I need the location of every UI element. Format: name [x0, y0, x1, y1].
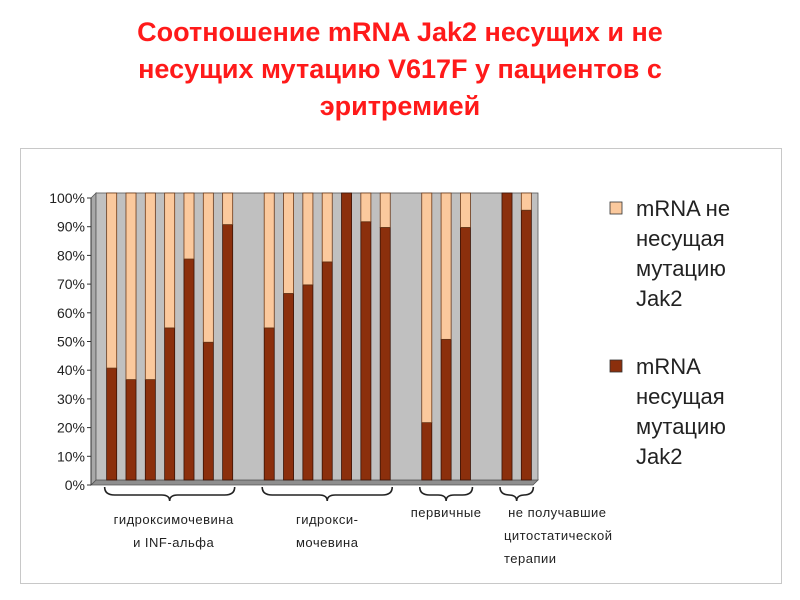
plot-floor	[90, 479, 539, 486]
bar-carrier	[302, 284, 314, 481]
legend-label: Jak2	[636, 444, 682, 469]
bar-non-carrier	[202, 192, 214, 343]
legend-label: несущая	[636, 226, 725, 251]
bar-non-carrier	[183, 192, 195, 260]
y-tick-label: 70%	[57, 276, 85, 292]
y-tick-label: 30%	[57, 391, 85, 407]
bar-non-carrier	[520, 192, 532, 211]
bar-non-carrier	[263, 192, 275, 329]
group-bracket	[261, 486, 394, 502]
bar-carrier	[501, 192, 513, 481]
legend-swatch-non-carrier	[609, 201, 623, 215]
bar-carrier	[379, 227, 391, 481]
y-tick-label: 0%	[65, 477, 85, 493]
bar-non-carrier	[321, 192, 333, 263]
bar-carrier	[360, 221, 372, 481]
plot-area	[95, 192, 539, 481]
group-label: гидрокси-	[296, 512, 358, 527]
bar-carrier	[421, 422, 433, 481]
bar-carrier	[341, 192, 352, 481]
bar-carrier	[321, 261, 333, 481]
bar-carrier	[520, 209, 532, 481]
legend-label: Jak2	[636, 286, 682, 311]
bar-carrier	[440, 338, 452, 481]
legend-label: мутацию	[636, 256, 726, 281]
y-tick-label: 40%	[57, 362, 85, 378]
bar-non-carrier	[125, 192, 137, 380]
y-tick-label: 90%	[57, 219, 85, 235]
bar-carrier	[222, 224, 234, 481]
y-tick-label: 80%	[57, 247, 85, 263]
legend-swatch-carrier	[609, 359, 623, 373]
bar-non-carrier	[302, 192, 314, 286]
group-label: цитостатической	[504, 528, 613, 543]
bar-non-carrier	[106, 192, 118, 369]
legend-label: несущая	[636, 384, 725, 409]
bar-non-carrier	[360, 192, 372, 223]
bar-non-carrier	[283, 192, 294, 294]
bar-non-carrier	[379, 192, 391, 228]
bar-carrier	[125, 379, 137, 481]
y-tick-label: 20%	[57, 420, 85, 436]
bar-carrier	[283, 293, 294, 481]
title-line-2: несущих мутацию V617F у пациентов с	[138, 54, 662, 84]
group-label: не получавшие	[504, 505, 607, 520]
group-label: и INF-альфа	[133, 535, 214, 550]
bar-carrier	[460, 227, 471, 481]
group-bracket	[103, 486, 236, 502]
y-tick-label: 50%	[57, 334, 85, 350]
group-bracket	[418, 486, 474, 502]
bar-carrier	[106, 367, 118, 481]
bar-carrier	[202, 341, 214, 481]
y-tick-label: 100%	[49, 190, 85, 206]
bar-carrier	[263, 327, 275, 481]
y-tick-label: 60%	[57, 305, 85, 321]
bar-carrier	[144, 379, 156, 481]
group-label: мочевина	[296, 535, 359, 550]
y-tick-label: 10%	[57, 448, 85, 464]
group-bracket	[499, 486, 535, 502]
legend-label: mRNA	[636, 354, 701, 379]
bar-non-carrier	[164, 192, 176, 329]
bar-non-carrier	[460, 192, 471, 228]
plot-side-wall	[90, 192, 97, 486]
group-label: гидроксимочевина	[114, 512, 234, 527]
group-label: первичные	[411, 505, 482, 520]
page-title: Соотношение mRNA Jak2 несущих и не несущ…	[0, 14, 800, 125]
bar-non-carrier	[440, 192, 452, 340]
bar-non-carrier	[222, 192, 234, 225]
group-label: терапии	[504, 551, 557, 566]
bar-carrier	[183, 258, 195, 481]
legend-label: mRNA не	[636, 196, 730, 221]
title-line-1: Соотношение mRNA Jak2 несущих и не	[137, 17, 663, 47]
bar-non-carrier	[421, 192, 433, 424]
bar-carrier	[164, 327, 176, 481]
legend-label: мутацию	[636, 414, 726, 439]
title-line-3: эритремией	[319, 91, 481, 121]
bar-non-carrier	[144, 192, 156, 380]
